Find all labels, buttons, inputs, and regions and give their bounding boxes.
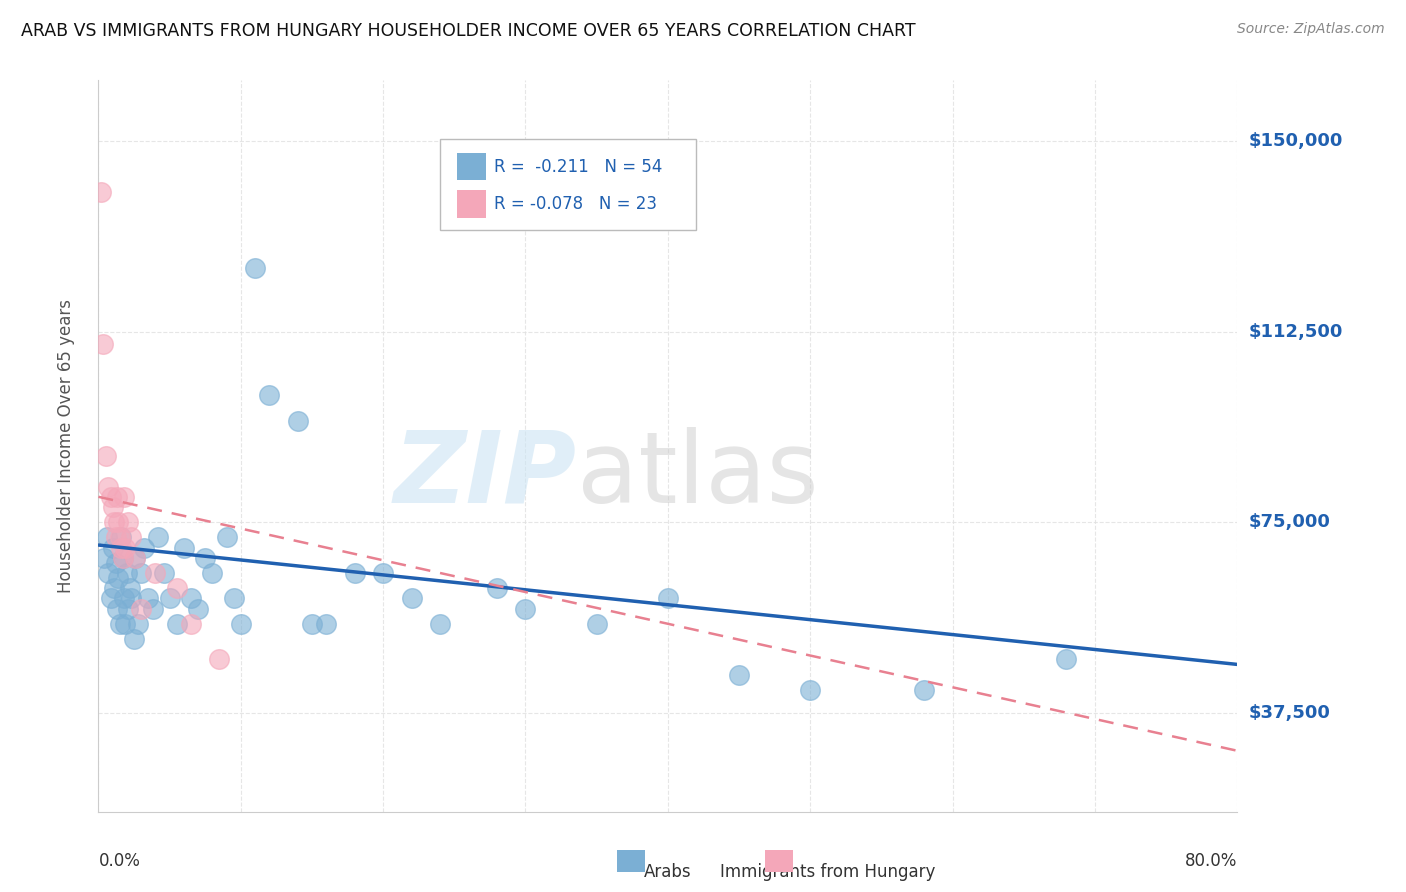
Point [515, 601, 537, 615]
Point [107, 515, 129, 529]
Point [112, 591, 135, 606]
Point [180, 616, 202, 631]
Point [148, 530, 170, 544]
Point [124, 550, 146, 565]
Point [301, 616, 323, 631]
Point [486, 581, 509, 595]
Point [105, 601, 128, 615]
Y-axis label: Householder Income Over 65 years: Householder Income Over 65 years [56, 299, 75, 593]
Point [166, 581, 188, 595]
Point [112, 490, 135, 504]
Point [104, 556, 127, 570]
Point [120, 591, 142, 606]
Point [93, 550, 115, 565]
FancyBboxPatch shape [457, 153, 485, 180]
FancyBboxPatch shape [440, 139, 696, 230]
Point [110, 541, 132, 555]
Text: Source: ZipAtlas.com: Source: ZipAtlas.com [1237, 22, 1385, 37]
Point [912, 682, 935, 697]
Text: Arabs: Arabs [644, 863, 692, 881]
Text: 0.0%: 0.0% [98, 853, 141, 871]
FancyBboxPatch shape [457, 190, 485, 218]
Point [343, 566, 366, 580]
Point [108, 530, 131, 544]
Point [132, 541, 155, 555]
Point [315, 616, 337, 631]
Point [373, 566, 395, 580]
Point [107, 571, 129, 585]
Point [96, 530, 118, 544]
Point [94, 449, 117, 463]
Point [129, 566, 152, 580]
Text: $150,000: $150,000 [1249, 132, 1343, 150]
Text: atlas: atlas [576, 426, 818, 524]
Point [180, 591, 202, 606]
Point [173, 541, 195, 555]
Point [401, 591, 423, 606]
Point [108, 616, 131, 631]
Point [153, 566, 176, 580]
Point [136, 591, 159, 606]
Point [103, 581, 125, 595]
Point [259, 388, 281, 402]
Text: Immigrants from Hungary: Immigrants from Hungary [720, 863, 935, 881]
FancyBboxPatch shape [617, 850, 645, 872]
Text: 80.0%: 80.0% [1185, 853, 1237, 871]
Point [111, 550, 134, 565]
Point [100, 591, 122, 606]
Text: $75,000: $75,000 [1249, 513, 1330, 532]
Point [585, 616, 607, 631]
Point [194, 550, 217, 565]
Point [1056, 652, 1078, 666]
FancyBboxPatch shape [765, 850, 793, 872]
Point [91, 337, 114, 351]
Point [222, 591, 245, 606]
Point [101, 541, 124, 555]
Point [208, 652, 231, 666]
Point [105, 490, 128, 504]
Text: ARAB VS IMMIGRANTS FROM HUNGARY HOUSEHOLDER INCOME OVER 65 YEARS CORRELATION CHA: ARAB VS IMMIGRANTS FROM HUNGARY HOUSEHOL… [21, 22, 915, 40]
Point [103, 515, 125, 529]
Point [101, 500, 124, 514]
Point [118, 581, 141, 595]
Point [97, 480, 120, 494]
Point [243, 261, 266, 276]
Point [111, 550, 134, 565]
Point [97, 566, 120, 580]
Point [117, 601, 139, 615]
Point [127, 616, 149, 631]
Point [117, 515, 139, 529]
Point [115, 566, 138, 580]
Point [129, 601, 152, 615]
Text: R =  -0.211   N = 54: R = -0.211 N = 54 [494, 158, 662, 176]
Point [187, 601, 209, 615]
Point [122, 632, 145, 646]
Text: R = -0.078   N = 23: R = -0.078 N = 23 [494, 194, 657, 213]
Point [110, 530, 132, 544]
Point [104, 530, 127, 544]
Point [159, 591, 181, 606]
Text: $112,500: $112,500 [1249, 323, 1343, 341]
Point [90, 185, 112, 199]
Point [141, 601, 163, 615]
Point [657, 591, 679, 606]
Text: ZIP: ZIP [394, 426, 576, 524]
Text: $37,500: $37,500 [1249, 704, 1330, 722]
Point [114, 541, 136, 555]
Point [145, 566, 167, 580]
Point [287, 414, 309, 428]
Point [124, 550, 146, 565]
Point [201, 566, 224, 580]
Point [229, 616, 252, 631]
Point [120, 530, 142, 544]
Point [429, 616, 451, 631]
Point [100, 490, 122, 504]
Point [166, 616, 188, 631]
Point [215, 530, 238, 544]
Point [114, 616, 136, 631]
Point [799, 682, 821, 697]
Point [728, 667, 751, 681]
